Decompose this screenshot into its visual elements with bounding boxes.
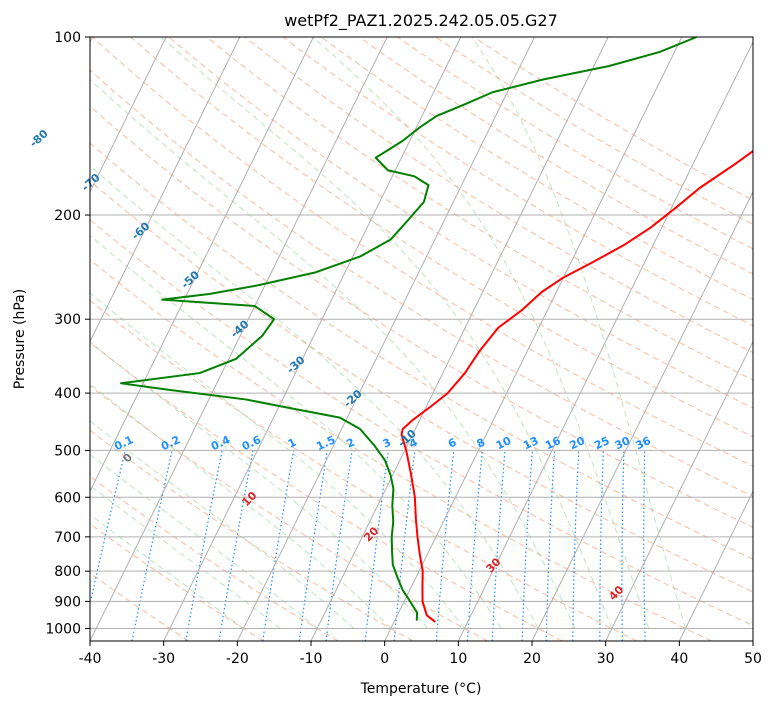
mixing-ratio-line — [262, 450, 295, 641]
x-tick-label: 30 — [597, 651, 615, 667]
x-tick-label: 40 — [670, 651, 688, 667]
x-tick-label: 10 — [449, 651, 467, 667]
x-tick-label: -10 — [300, 651, 323, 667]
moist-adiabat — [90, 514, 244, 629]
moist-adiabat — [160, 37, 613, 629]
mixing-ratio-label: 30 — [613, 434, 633, 452]
y-tick-label: 100 — [54, 30, 81, 46]
plot-frame — [89, 36, 754, 642]
x-tick-label: 0 — [380, 651, 389, 667]
y-tick-label: 800 — [54, 564, 81, 580]
dry-adiabat — [90, 475, 339, 641]
mixing-ratio-label: 25 — [592, 434, 611, 452]
y-tick-label: 500 — [54, 443, 81, 459]
moist-adiabat — [90, 420, 355, 629]
dry-adiabat — [90, 385, 488, 641]
dry-adiabat — [90, 105, 753, 528]
dry-adiabat — [320, 37, 753, 301]
mixing-ratio-label: 20 — [568, 434, 588, 452]
chart-title: wetPf2_PAZ1.2025.242.05.05.G27 — [284, 11, 558, 31]
dry-adiabat — [168, 37, 753, 409]
dewpoint-profile — [120, 37, 697, 621]
x-tick-label: -40 — [79, 651, 102, 667]
y-tick-label: 1000 — [45, 621, 81, 637]
x-axis: -40 -30 -20 -10 0 10 20 30 40 50 — [79, 641, 762, 667]
dry-adiabat — [90, 572, 190, 641]
isotherm — [384, 37, 683, 641]
dry-adiabat — [90, 299, 638, 641]
isotherm — [90, 37, 241, 343]
moist-adiabat — [90, 234, 502, 629]
isotherm — [163, 37, 462, 641]
moist-adiabat — [312, 37, 650, 629]
mixing-ratio-line — [298, 450, 328, 641]
mixing-ratio-line — [364, 450, 389, 641]
y-axis: 100 200 300 400 500 600 700 800 900 1000 — [45, 30, 90, 637]
moist-adiabat — [90, 453, 318, 629]
y-tick-label: 400 — [54, 386, 81, 402]
dry-adiabat — [90, 219, 753, 627]
temperature-profile — [400, 149, 753, 623]
isotherm — [531, 190, 753, 641]
isotherm — [236, 37, 535, 641]
y-tick-label: 700 — [54, 530, 81, 546]
reference-lines — [90, 37, 753, 641]
mixing-ratio-label: 13 — [521, 434, 540, 452]
moist-adiabat — [90, 383, 392, 629]
x-tick-label: 50 — [744, 651, 762, 667]
profiles — [120, 37, 753, 623]
mixing-ratio-line — [325, 450, 353, 641]
x-tick-label: -30 — [152, 651, 175, 667]
dry-adiabat — [90, 69, 753, 497]
y-axis-title: Pressure (hPa) — [12, 289, 28, 389]
isotherm — [310, 37, 609, 641]
y-tick-label: 600 — [54, 490, 81, 506]
isotherm — [605, 340, 753, 641]
dry-adiabat — [90, 258, 712, 641]
y-tick-label: 900 — [54, 594, 81, 610]
x-axis-title: Temperature (°C) — [360, 681, 482, 697]
moist-adiabat — [471, 37, 686, 629]
isotherm — [678, 490, 753, 641]
x-tick-label: -20 — [226, 651, 249, 667]
x-tick-label: 20 — [523, 651, 541, 667]
isotherm — [90, 37, 167, 193]
y-tick-label: 300 — [54, 312, 81, 328]
moist-adiabat — [90, 164, 539, 629]
dry-adiabat — [282, 37, 753, 327]
isotherm — [90, 37, 314, 493]
dry-adiabat — [90, 142, 753, 560]
isotherm — [457, 40, 753, 641]
mixing-ratio-label: 10 — [494, 434, 514, 452]
isotherm — [90, 37, 388, 641]
mixing-ratio-label: 16 — [543, 434, 563, 452]
dry-adiabat — [90, 341, 563, 641]
dry-adiabat — [90, 180, 753, 593]
mixing-ratio-label: 36 — [634, 434, 654, 452]
y-tick-label: 200 — [54, 208, 81, 224]
dry-adiabat — [206, 37, 753, 381]
mixing-ratio-line — [393, 450, 416, 641]
